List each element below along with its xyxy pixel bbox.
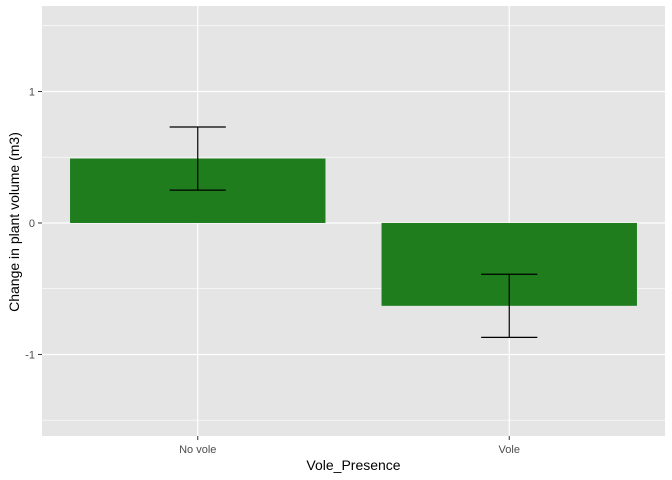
x-axis-ticks: No vole Vole [179, 436, 520, 456]
y-tick-label: 1 [29, 86, 35, 98]
error-bars [169, 126, 538, 338]
x-tick-label: No vole [179, 444, 216, 456]
minor-gridlines [42, 25, 665, 421]
y-tick-label: -1 [25, 349, 35, 361]
x-axis-title: Vole_Presence [306, 457, 400, 473]
errorbar-no-vole [169, 126, 226, 191]
y-axis-title: Change in plant volume (m3) [6, 132, 22, 312]
y-axis-ticks: -1 0 1 [25, 86, 42, 361]
y-tick-label: 0 [29, 218, 35, 230]
x-tick-label: Vole [499, 444, 520, 456]
errorbar-vole [481, 273, 538, 338]
